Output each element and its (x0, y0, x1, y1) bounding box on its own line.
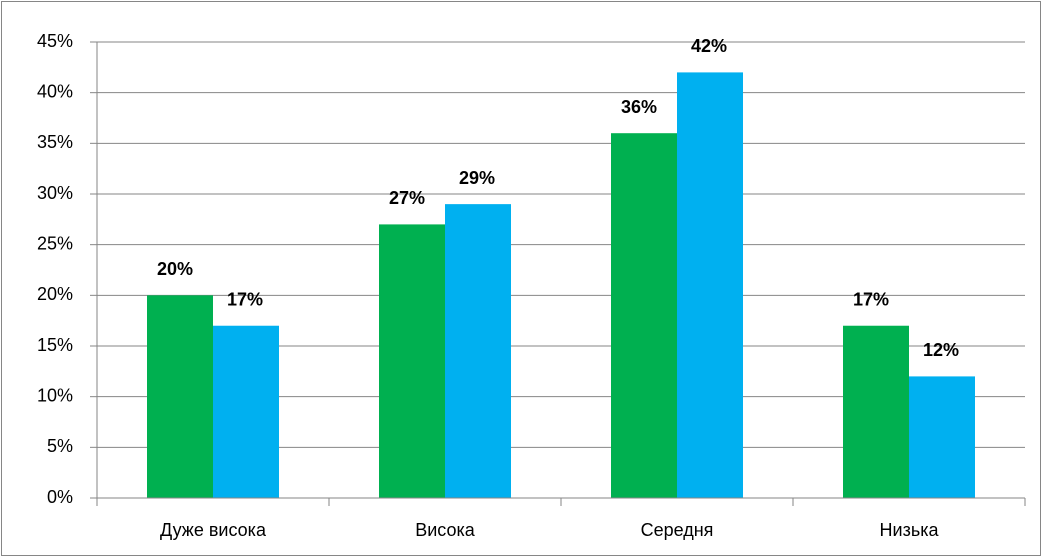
data-label: 12% (923, 340, 959, 360)
x-tick-label: Середня (641, 520, 714, 540)
bar (379, 224, 445, 498)
y-tick-label: 35% (37, 132, 73, 152)
bar (147, 295, 213, 498)
bar (677, 72, 743, 499)
y-tick-label: 30% (37, 183, 73, 203)
bar (213, 325, 279, 498)
bar (445, 204, 511, 498)
data-label: 17% (227, 289, 263, 309)
x-tick-label: Висока (415, 520, 476, 540)
x-tick-label: Низька (880, 520, 940, 540)
x-tick-label: Дуже висока (160, 520, 267, 540)
y-tick-label: 0% (47, 487, 73, 507)
data-label: 42% (691, 36, 727, 56)
bar (909, 376, 975, 498)
data-label: 29% (459, 168, 495, 188)
y-tick-label: 40% (37, 81, 73, 101)
y-tick-label: 10% (37, 385, 73, 405)
y-tick-label: 25% (37, 233, 73, 253)
y-tick-label: 5% (47, 436, 73, 456)
bar (843, 325, 909, 498)
y-tick-label: 15% (37, 335, 73, 355)
data-label: 17% (853, 289, 889, 309)
y-tick-label: 45% (37, 31, 73, 51)
data-label: 20% (157, 259, 193, 279)
data-label: 36% (621, 97, 657, 117)
data-label: 27% (389, 188, 425, 208)
y-tick-label: 20% (37, 284, 73, 304)
bar (611, 133, 677, 498)
